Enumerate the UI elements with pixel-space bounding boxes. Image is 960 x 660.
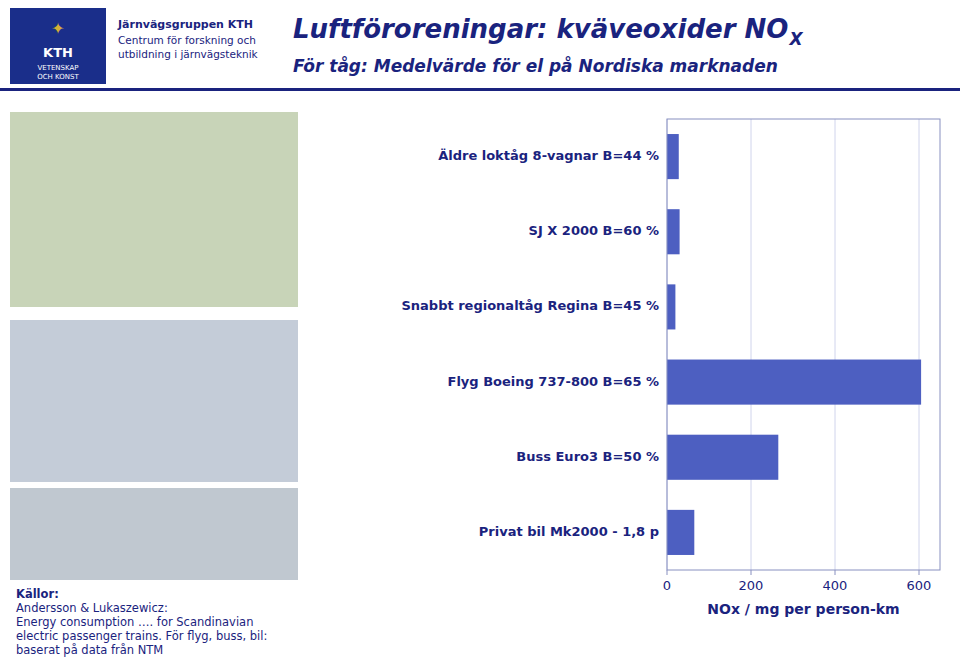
tick-mark bbox=[751, 570, 752, 575]
source-text: Energy consumption …. for Scandinavian bbox=[16, 615, 253, 629]
source-text: electric passenger trains. För flyg, bus… bbox=[16, 629, 267, 643]
tick-mark bbox=[667, 570, 668, 575]
photo-placeholder bbox=[10, 112, 298, 307]
bar bbox=[667, 284, 675, 329]
category-label: Privat bil Mk2000 - 1,8 p bbox=[479, 524, 659, 539]
source-text: Andersson & Lukaszewicz: bbox=[16, 601, 168, 615]
category-label: Snabbt regionaltåg Regina B=45 % bbox=[401, 298, 659, 313]
photo-placeholder bbox=[10, 320, 298, 482]
photo-placeholder bbox=[10, 488, 298, 580]
logo-symbol: ✦ bbox=[51, 19, 64, 38]
chart: ✦ KTH VETENSKAPOCH KONST Järnvägsgruppen KT… bbox=[0, 0, 960, 660]
category-label: Buss Euro3 B=50 % bbox=[516, 449, 659, 464]
category-label: Flyg Boeing 737-800 B=65 % bbox=[448, 374, 659, 389]
bar bbox=[667, 134, 679, 179]
title-subscript: X bbox=[788, 29, 803, 49]
grid-line bbox=[835, 119, 836, 570]
tick-label: 0 bbox=[663, 578, 671, 593]
subtitle: För tåg: Medelvärde för el på Nordiska m… bbox=[293, 56, 778, 76]
header-text: utbildning i järnvägsteknik bbox=[118, 48, 259, 60]
logo-text: VETENSKAP bbox=[37, 64, 78, 72]
header-text: Järnvägsgruppen KTH bbox=[117, 18, 253, 31]
tick-mark bbox=[919, 570, 920, 575]
axis-label: NOx / mg per person-km bbox=[707, 601, 899, 617]
tick-label: 600 bbox=[907, 578, 932, 593]
category-label: Äldre loktåg 8-vagnar B=44 % bbox=[438, 148, 659, 163]
logo-box bbox=[10, 8, 106, 84]
bar bbox=[667, 209, 680, 254]
plot-frame bbox=[667, 119, 940, 570]
source-text: baserat på data från NTM bbox=[16, 643, 163, 657]
header-rule bbox=[0, 88, 960, 91]
grid-line bbox=[751, 119, 752, 570]
logo-text: KTH bbox=[43, 45, 73, 60]
bar bbox=[667, 435, 778, 480]
grid-line bbox=[919, 119, 920, 570]
title: Luftföroreningar: kväveoxider NO bbox=[293, 14, 788, 44]
tick-label: 200 bbox=[739, 578, 764, 593]
category-label: SJ X 2000 B=60 % bbox=[529, 223, 659, 238]
tick-mark bbox=[835, 570, 836, 575]
logo-text: OCH KONST bbox=[37, 73, 79, 81]
bar bbox=[667, 510, 694, 555]
tick-label: 400 bbox=[823, 578, 848, 593]
bar bbox=[667, 360, 921, 405]
source-text: Källor: bbox=[16, 587, 59, 601]
bars bbox=[667, 134, 921, 555]
header-text: Centrum för forskning och bbox=[118, 34, 256, 46]
